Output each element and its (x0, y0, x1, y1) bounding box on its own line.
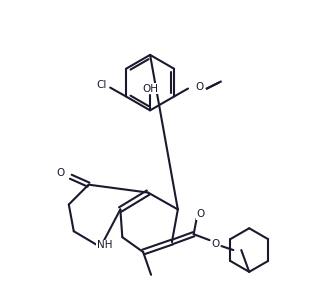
Text: OH: OH (142, 83, 158, 94)
Text: Cl: Cl (96, 80, 107, 90)
Text: O: O (211, 239, 220, 249)
Text: O: O (57, 168, 65, 178)
Text: O: O (196, 82, 204, 91)
Text: O: O (197, 209, 205, 219)
Text: NH: NH (97, 240, 112, 250)
